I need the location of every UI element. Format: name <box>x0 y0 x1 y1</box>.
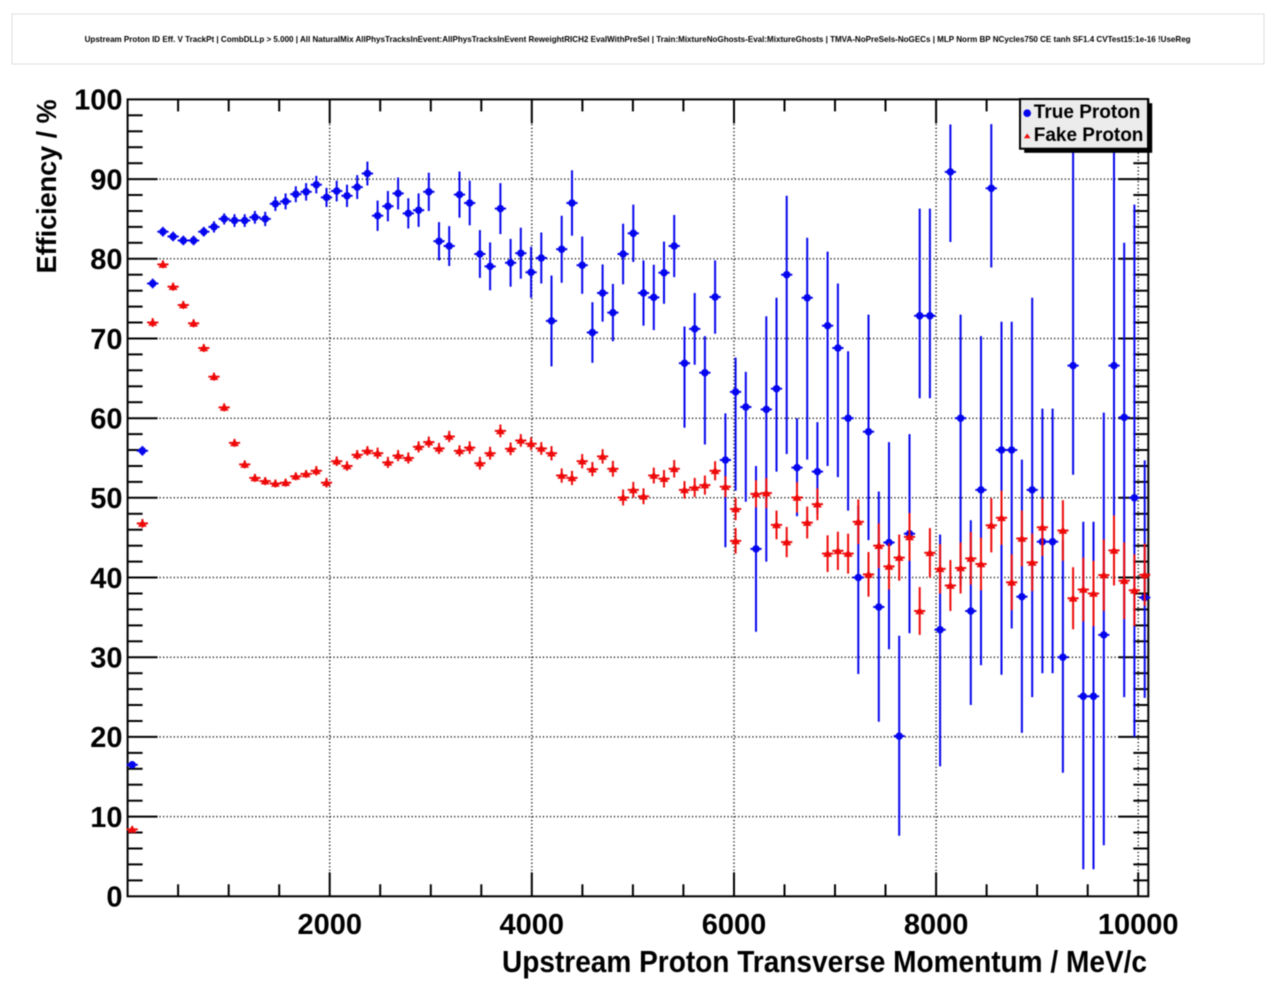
svg-text:Fake Proton: Fake Proton <box>1034 124 1144 146</box>
svg-text:30: 30 <box>90 643 122 675</box>
svg-text:4000: 4000 <box>500 909 565 941</box>
svg-text:6000: 6000 <box>702 909 767 941</box>
svg-text:10: 10 <box>90 802 122 834</box>
svg-text:60: 60 <box>90 404 122 436</box>
svg-text:40: 40 <box>90 563 122 595</box>
svg-text:50: 50 <box>90 483 122 515</box>
svg-text:10000: 10000 <box>1098 909 1179 941</box>
svg-text:100: 100 <box>74 85 122 117</box>
svg-text:20: 20 <box>90 722 122 754</box>
svg-text:8000: 8000 <box>904 909 969 941</box>
svg-text:90: 90 <box>90 164 122 196</box>
svg-text:Efficiency / %: Efficiency / % <box>31 99 62 273</box>
svg-text:2000: 2000 <box>297 909 362 941</box>
svg-text:Upstream Proton Transverse Mom: Upstream Proton Transverse Momentum / Me… <box>502 944 1147 979</box>
svg-text:True Proton: True Proton <box>1034 101 1141 123</box>
svg-text:80: 80 <box>90 244 122 276</box>
svg-text:Upstream Proton ID Eff. V Trac: Upstream Proton ID Eff. V TrackPt | Comb… <box>85 34 1191 44</box>
svg-text:0: 0 <box>106 882 122 914</box>
svg-text:70: 70 <box>90 324 122 356</box>
